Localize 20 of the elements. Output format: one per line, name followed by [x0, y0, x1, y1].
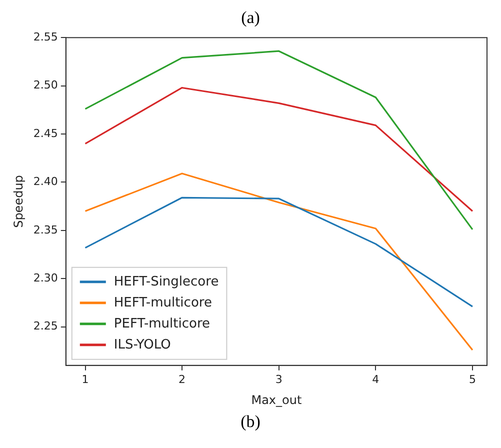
x-tick-label: 3 — [275, 372, 282, 386]
y-tick-label: 2.25 — [33, 320, 58, 333]
x-tick-label: 2 — [178, 372, 186, 386]
text: (b) — [240, 412, 262, 432]
x-axis-title: Max_out — [251, 392, 302, 407]
y-tick-label: 2.50 — [33, 78, 58, 92]
legend-label: HEFT-multicore — [114, 295, 212, 310]
legend-label: ILS-YOLO — [114, 337, 171, 352]
y-axis-title: Speedup — [11, 175, 26, 228]
legend-label: HEFT-Singlecore — [114, 274, 219, 290]
y-tick-label: 2.30 — [33, 271, 58, 284]
x-tick-label: 5 — [468, 372, 476, 386]
y-tick-label: 2.45 — [33, 126, 58, 140]
y-tick-label: 2.55 — [33, 30, 58, 44]
chart-title: (a) — [240, 8, 261, 28]
y-tick-label: 2.40 — [33, 175, 58, 188]
x-tick-label: 4 — [372, 372, 380, 386]
legend-label: PEFT-multicore — [114, 316, 210, 332]
x-tick-label: 1 — [82, 372, 89, 386]
y-tick-label: 2.35 — [33, 223, 58, 236]
